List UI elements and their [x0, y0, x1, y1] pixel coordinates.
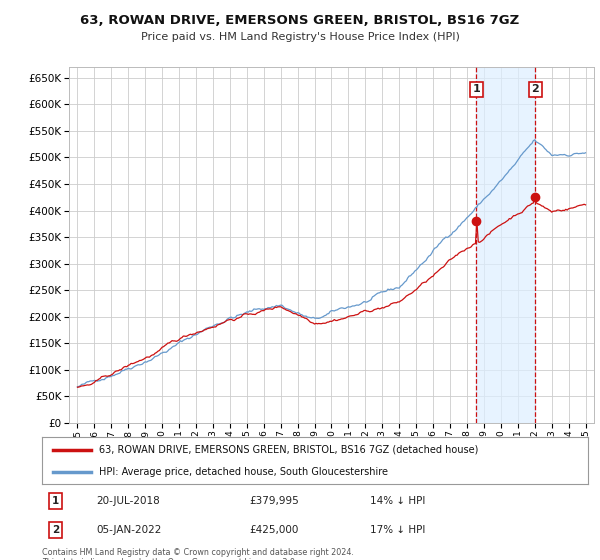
Text: 20-JUL-2018: 20-JUL-2018	[97, 496, 160, 506]
Bar	[476, 67, 535, 423]
Text: 17% ↓ HPI: 17% ↓ HPI	[370, 525, 425, 535]
Text: Contains HM Land Registry data © Crown copyright and database right 2024.
This d: Contains HM Land Registry data © Crown c…	[42, 548, 354, 560]
Text: Price paid vs. HM Land Registry's House Price Index (HPI): Price paid vs. HM Land Registry's House …	[140, 32, 460, 43]
Text: £379,995: £379,995	[250, 496, 299, 506]
Text: HPI: Average price, detached house, South Gloucestershire: HPI: Average price, detached house, Sout…	[100, 466, 388, 477]
Text: 14% ↓ HPI: 14% ↓ HPI	[370, 496, 425, 506]
Text: 63, ROWAN DRIVE, EMERSONS GREEN, BRISTOL, BS16 7GZ (detached house): 63, ROWAN DRIVE, EMERSONS GREEN, BRISTOL…	[100, 445, 479, 455]
Text: 2: 2	[52, 525, 59, 535]
Text: 2: 2	[532, 85, 539, 95]
Text: 1: 1	[472, 85, 480, 95]
Text: £425,000: £425,000	[250, 525, 299, 535]
Text: 63, ROWAN DRIVE, EMERSONS GREEN, BRISTOL, BS16 7GZ: 63, ROWAN DRIVE, EMERSONS GREEN, BRISTOL…	[80, 14, 520, 27]
Text: 1: 1	[52, 496, 59, 506]
Text: 05-JAN-2022: 05-JAN-2022	[97, 525, 162, 535]
